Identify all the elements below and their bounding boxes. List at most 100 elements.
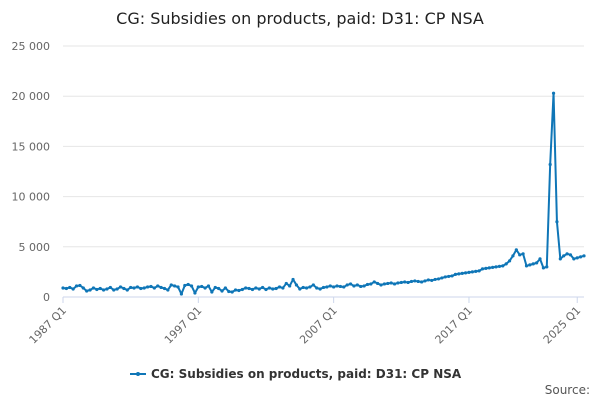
data-point[interactable] — [213, 285, 217, 290]
data-point[interactable] — [497, 264, 502, 268]
data-point[interactable] — [440, 276, 444, 280]
data-point[interactable] — [447, 274, 451, 279]
data-point[interactable] — [562, 254, 566, 258]
data-point[interactable] — [548, 162, 552, 167]
data-point[interactable] — [531, 262, 535, 266]
data-point[interactable] — [311, 283, 315, 287]
data-point[interactable] — [335, 284, 339, 288]
data-point[interactable] — [372, 280, 376, 284]
data-point[interactable] — [511, 254, 515, 258]
data-point[interactable] — [217, 286, 221, 291]
data-point[interactable] — [169, 283, 173, 287]
data-point[interactable] — [365, 282, 370, 287]
data-point[interactable] — [284, 281, 288, 286]
data-point[interactable] — [348, 282, 353, 286]
data-point[interactable] — [230, 290, 234, 294]
data-point[interactable] — [166, 288, 170, 292]
data-point[interactable] — [518, 253, 522, 257]
data-point[interactable] — [433, 277, 437, 282]
data-point[interactable] — [173, 284, 177, 288]
data-point[interactable] — [186, 282, 190, 287]
data-point[interactable] — [298, 287, 302, 291]
data-point[interactable] — [247, 286, 251, 291]
data-point[interactable] — [200, 284, 204, 289]
data-point[interactable] — [321, 285, 326, 290]
data-point[interactable] — [355, 283, 359, 287]
data-point[interactable] — [382, 282, 386, 286]
data-point[interactable] — [352, 284, 356, 288]
data-point[interactable] — [122, 286, 126, 291]
data-point[interactable] — [244, 286, 248, 290]
data-point[interactable] — [64, 286, 68, 291]
data-point[interactable] — [101, 288, 106, 292]
data-point[interactable] — [233, 288, 238, 292]
data-point[interactable] — [359, 284, 363, 289]
data-point[interactable] — [345, 283, 349, 287]
data-point[interactable] — [467, 270, 471, 275]
data-point[interactable] — [535, 261, 539, 265]
data-point[interactable] — [392, 282, 397, 286]
data-point[interactable] — [132, 286, 136, 290]
data-point[interactable] — [494, 265, 498, 269]
data-point[interactable] — [480, 267, 485, 271]
data-point[interactable] — [409, 279, 414, 284]
data-point[interactable] — [267, 286, 271, 290]
data-point[interactable] — [183, 283, 187, 288]
data-point[interactable] — [457, 272, 461, 276]
data-point[interactable] — [558, 257, 562, 261]
data-point[interactable] — [223, 286, 227, 290]
data-point[interactable] — [315, 286, 319, 290]
data-point[interactable] — [565, 252, 569, 256]
data-point[interactable] — [139, 286, 143, 291]
data-point[interactable] — [281, 286, 285, 290]
data-point[interactable] — [176, 285, 180, 289]
data-point[interactable] — [541, 266, 546, 270]
data-point[interactable] — [78, 283, 82, 288]
data-point[interactable] — [521, 252, 525, 256]
data-point[interactable] — [115, 287, 119, 291]
data-point[interactable] — [118, 285, 123, 289]
data-point[interactable] — [568, 253, 573, 257]
data-point[interactable] — [105, 287, 109, 291]
data-point[interactable] — [538, 257, 542, 261]
data-point[interactable] — [426, 278, 430, 282]
data-point[interactable] — [528, 263, 532, 267]
data-point[interactable] — [88, 288, 92, 292]
data-point[interactable] — [91, 286, 96, 290]
data-point[interactable] — [196, 285, 200, 289]
data-point[interactable] — [125, 288, 129, 292]
data-point[interactable] — [491, 265, 495, 269]
data-point[interactable] — [61, 286, 65, 290]
data-point[interactable] — [477, 269, 481, 273]
data-point[interactable] — [487, 266, 491, 270]
data-point[interactable] — [68, 285, 72, 290]
data-point[interactable] — [294, 283, 299, 287]
data-point[interactable] — [524, 264, 529, 268]
data-point[interactable] — [342, 285, 346, 289]
data-point[interactable] — [95, 287, 99, 292]
data-point[interactable] — [112, 288, 116, 292]
data-point[interactable] — [203, 286, 207, 290]
data-point[interactable] — [288, 284, 292, 288]
data-point[interactable] — [376, 281, 380, 286]
data-point[interactable] — [189, 284, 194, 288]
data-point[interactable] — [142, 286, 146, 290]
data-point[interactable] — [227, 289, 231, 294]
data-point[interactable] — [389, 281, 393, 285]
legend[interactable]: CG: Subsidies on products, paid: D31: CP… — [130, 367, 462, 381]
data-point[interactable] — [504, 262, 508, 266]
data-point[interactable] — [555, 220, 559, 224]
data-point[interactable] — [152, 286, 156, 290]
data-point[interactable] — [129, 285, 133, 290]
data-point[interactable] — [416, 279, 420, 284]
data-point[interactable] — [423, 279, 427, 283]
data-point[interactable] — [369, 282, 373, 286]
data-point[interactable] — [71, 287, 75, 291]
data-point[interactable] — [430, 278, 434, 283]
data-point[interactable] — [240, 287, 244, 292]
data-point[interactable] — [179, 292, 184, 296]
data-point[interactable] — [264, 287, 268, 292]
data-point[interactable] — [450, 274, 454, 278]
data-point[interactable] — [74, 284, 79, 288]
data-point[interactable] — [254, 286, 258, 290]
